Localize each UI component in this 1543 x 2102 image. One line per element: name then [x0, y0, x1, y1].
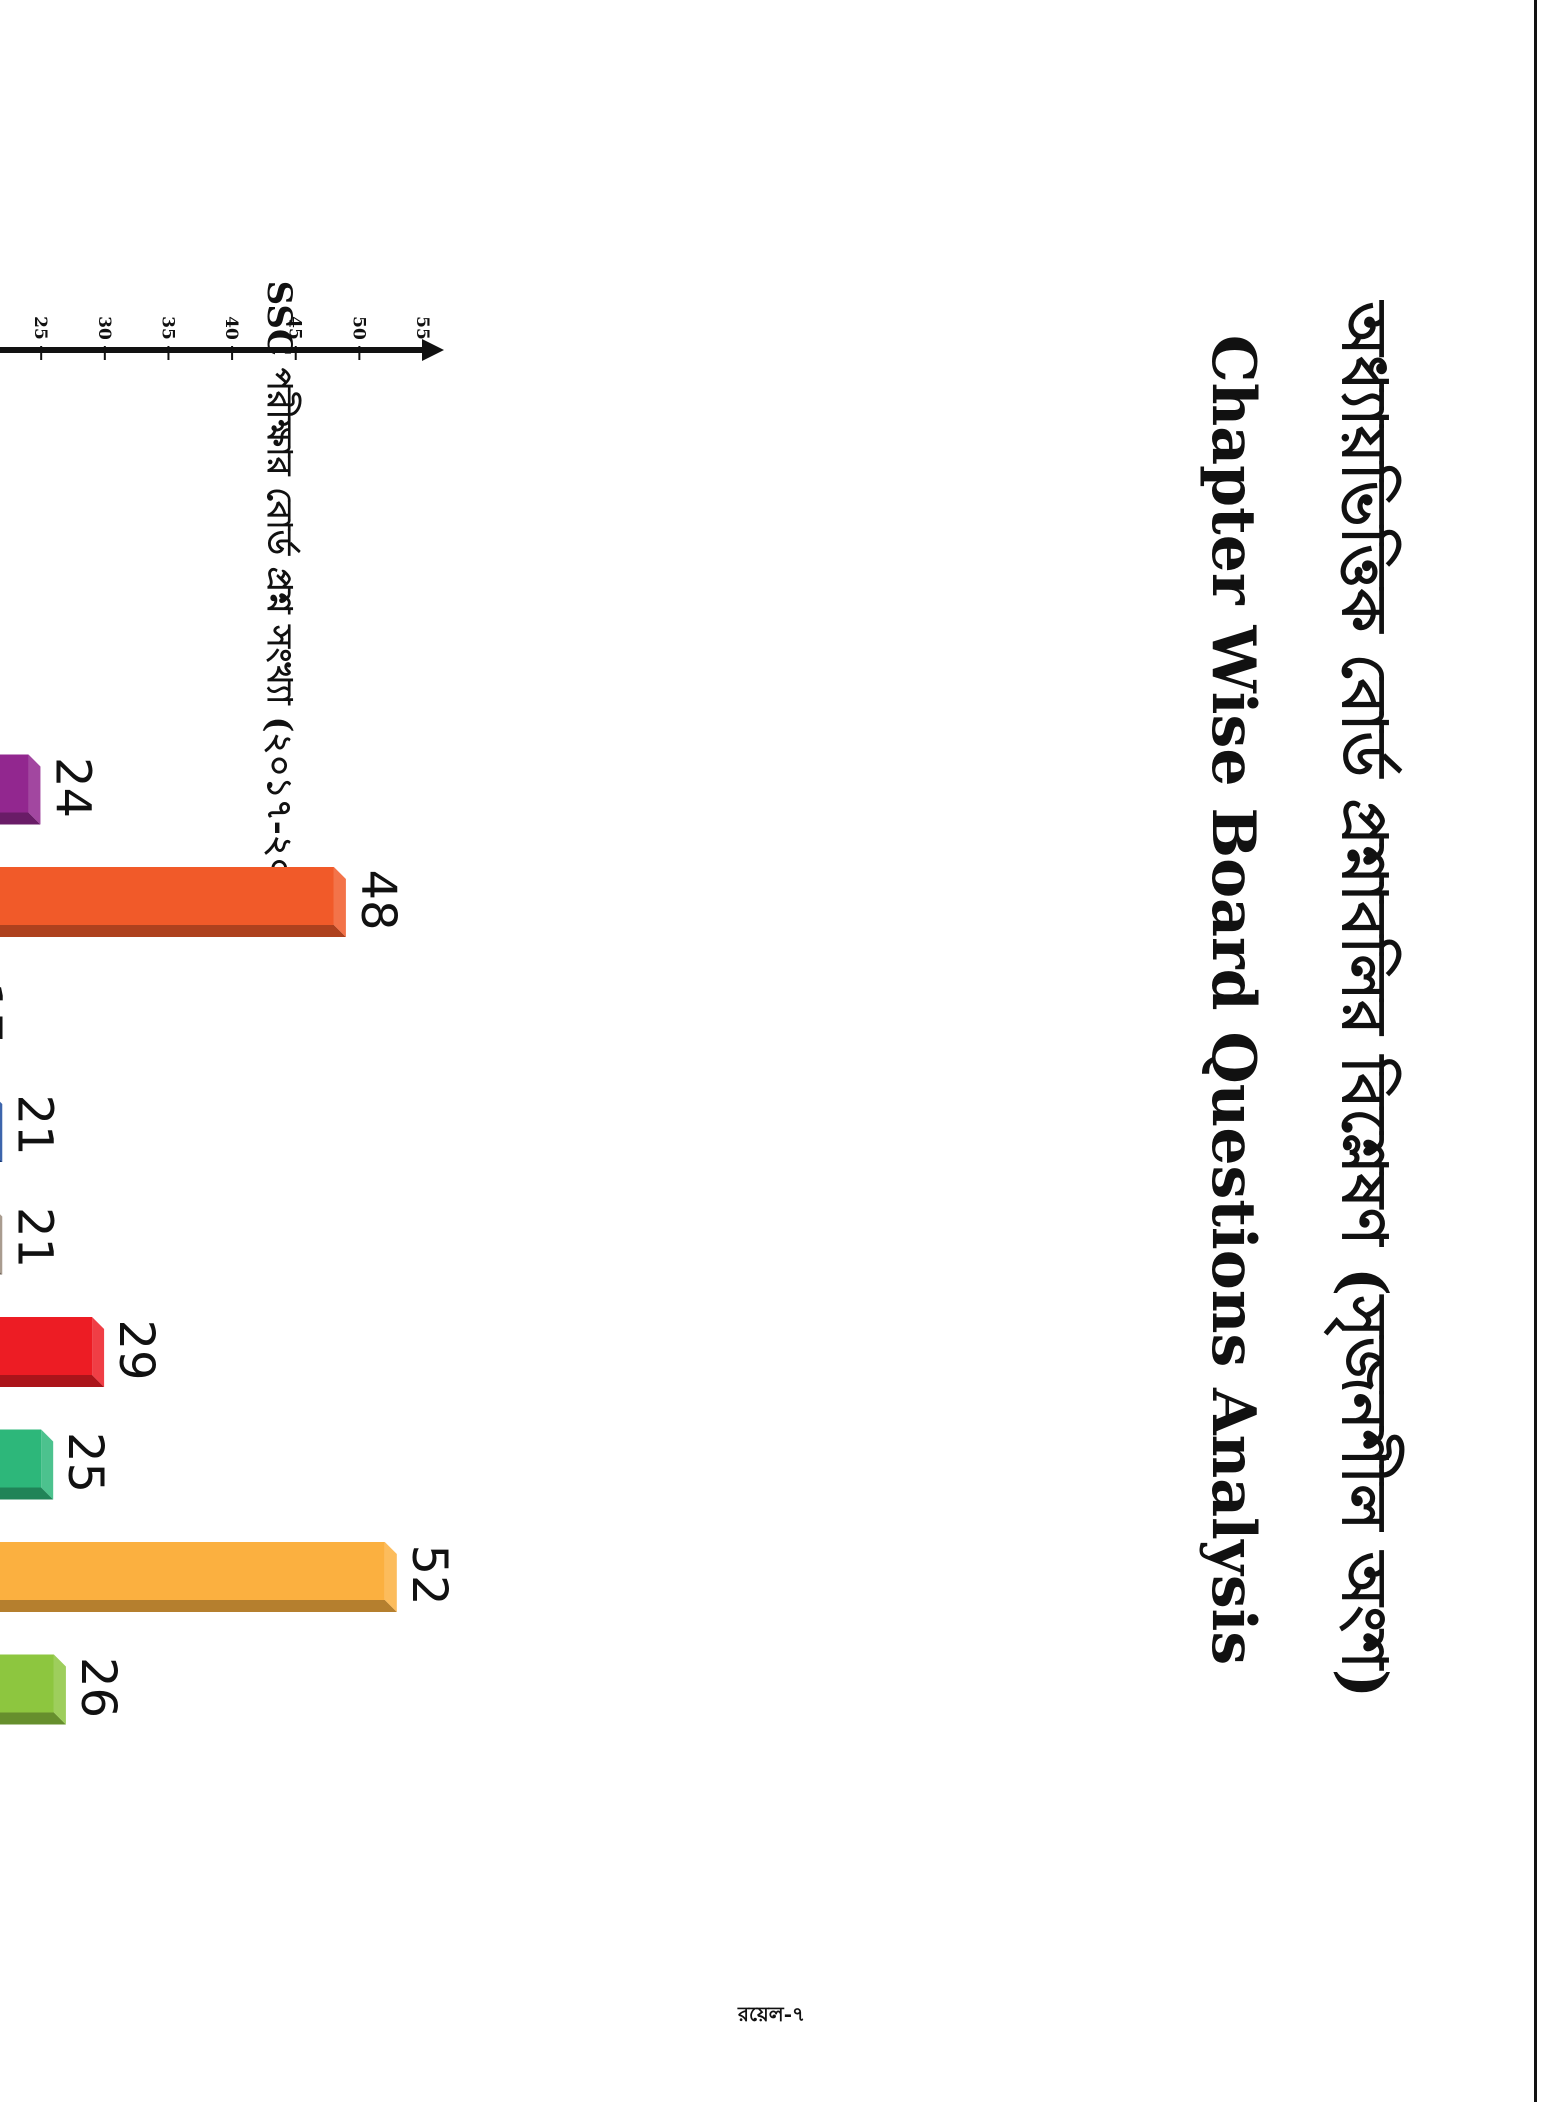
chart-subtitle: Chapter Wise Board Questions Analysis [1198, 335, 1268, 1665]
bar-value-label: 29 [108, 1319, 164, 1380]
bar-top [384, 1542, 397, 1612]
bar [0, 1429, 42, 1488]
bar-value-label: 17 [0, 982, 11, 1043]
bar [0, 1542, 385, 1600]
tick-label: 55 [412, 316, 432, 340]
y-axis-label: SSC পরীক্ষার বোর্ড প্রশ্ন সংখ্যা (২০১৭-২… [259, 281, 302, 940]
tick-label: 50 [348, 316, 368, 340]
bar [0, 867, 334, 925]
value-ticks: 0510152025303540455055 [30, 316, 432, 360]
bar [0, 1654, 54, 1713]
bar-top [92, 1317, 105, 1387]
tick-label: 35 [157, 316, 177, 340]
bar-side [0, 1600, 397, 1612]
tick-label: 25 [30, 316, 50, 340]
chart-title: অধ্যায়ভিত্তিক বোর্ড প্রশ্নাবলির বিশ্লেষ… [1323, 300, 1404, 1698]
bars: 413244817212129255226 [0, 754, 457, 1725]
bar-value-label: 21 [6, 1207, 62, 1268]
bar-value-label: 52 [401, 1544, 457, 1605]
bar-top [333, 867, 346, 937]
bar-top [41, 1429, 54, 1500]
bar-top [0, 1204, 3, 1275]
bar-value-label: 48 [350, 869, 406, 930]
tick-label: 40 [221, 316, 241, 340]
bar-value-label: 25 [57, 1432, 113, 1493]
page-border [1534, 0, 1537, 2102]
tick-label: 30 [94, 316, 114, 340]
bar-side [0, 1375, 105, 1387]
bar-value-label: 24 [44, 757, 100, 818]
bar-top [0, 1092, 3, 1162]
bar-side [0, 925, 346, 937]
axes [0, 339, 444, 361]
bar [0, 754, 29, 813]
bar-value-label: 21 [6, 1094, 62, 1155]
tick-label: 45 [285, 316, 305, 340]
bar-top [28, 754, 41, 825]
bar-value-label: 26 [70, 1657, 126, 1718]
bar [0, 1317, 93, 1375]
page-number: রয়েল-৭ [737, 2002, 806, 2026]
rotated-chart-group: অধ্যায়ভিত্তিক বোর্ড প্রশ্নাবলির বিশ্লেষ… [0, 281, 1404, 1725]
axis-arrow [422, 339, 444, 361]
bar-top [53, 1654, 66, 1725]
